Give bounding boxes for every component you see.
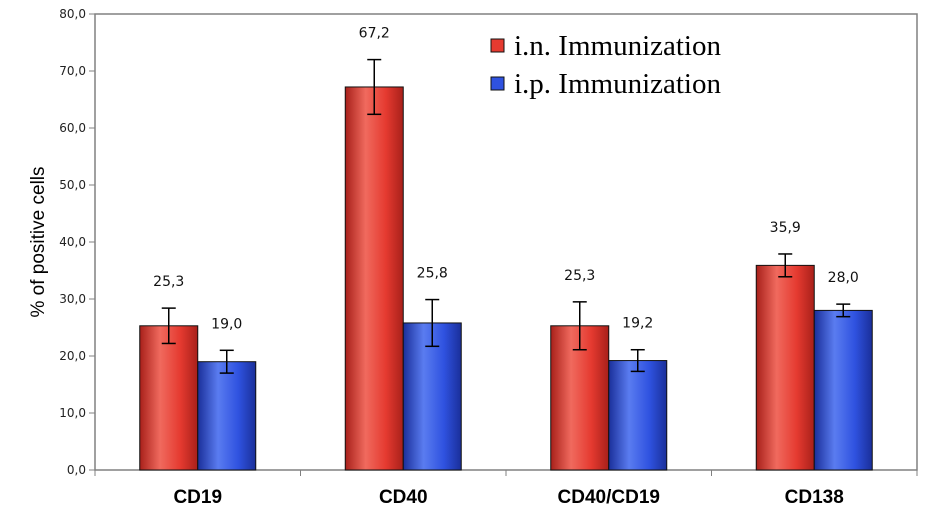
y-tick-label: 50,0 — [59, 178, 86, 192]
category-label: CD40/CD19 — [558, 487, 660, 508]
y-tick-label: 20,0 — [59, 349, 86, 363]
category-label: CD19 — [173, 487, 222, 508]
bar-ip-cd40-cd19 — [609, 361, 667, 470]
bar-chart-svg: % of positive cells 0,0 10,0 20,0 30,0 40,0 5… — [0, 0, 930, 516]
data-label: 28,0 — [828, 270, 859, 286]
y-tick-label: 40,0 — [59, 235, 86, 249]
y-tick-label: 0,0 — [67, 463, 86, 477]
data-label: 25,3 — [564, 268, 595, 284]
bar-ip-cd138 — [814, 310, 872, 470]
data-label: 35,9 — [770, 220, 801, 236]
y-axis-label: % of positive cells — [28, 166, 49, 317]
y-tick-label: 60,0 — [59, 121, 86, 135]
bar-in-cd40 — [345, 87, 403, 470]
y-tick-label: 80,0 — [59, 7, 86, 21]
y-tick-label: 70,0 — [59, 64, 86, 78]
bar-in-cd138 — [756, 265, 814, 470]
chart: % of positive cells 0,0 10,0 20,0 30,0 40,0 5… — [0, 0, 930, 516]
legend-swatch-ip — [491, 77, 504, 90]
y-tick-label: 10,0 — [59, 406, 86, 420]
legend-label-in: i.n. Immunization — [514, 30, 721, 62]
data-label: 25,3 — [153, 274, 184, 290]
data-label: 19,2 — [622, 316, 653, 332]
y-tick-label: 30,0 — [59, 292, 86, 306]
data-label: 19,0 — [211, 316, 242, 332]
legend-label-ip: i.p. Immunization — [514, 68, 721, 100]
data-label: 25,8 — [417, 266, 448, 282]
category-label: CD40 — [379, 487, 428, 508]
legend-swatch-in — [491, 39, 504, 52]
category-label: CD138 — [785, 487, 844, 508]
bar-ip-cd19 — [198, 362, 256, 470]
data-label: 67,2 — [359, 26, 390, 42]
bar-in-cd19 — [140, 326, 198, 470]
